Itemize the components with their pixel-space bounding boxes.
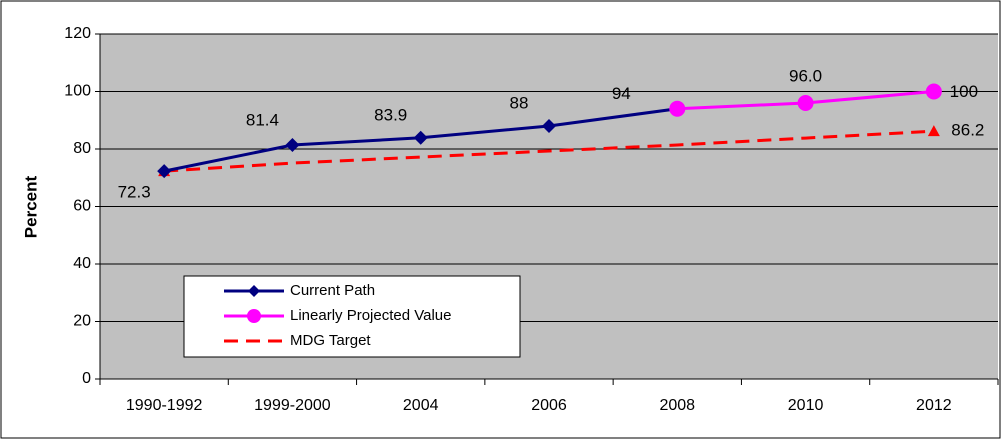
data-label: 94	[612, 84, 631, 103]
marker	[413, 130, 428, 145]
y-tick-label: 120	[64, 25, 91, 42]
marker	[925, 83, 942, 100]
legend-label: MDG Target	[290, 332, 371, 349]
x-tick-label: 2008	[659, 397, 695, 414]
marker	[669, 100, 686, 117]
y-tick-label: 60	[73, 198, 91, 215]
marker	[542, 119, 556, 133]
x-tick-label: 2006	[531, 397, 567, 414]
y-tick-label: 20	[73, 313, 91, 330]
x-tick-label: 1990-1992	[126, 397, 203, 414]
legend-label: Current Path	[290, 282, 375, 299]
marker	[157, 164, 172, 179]
series-line	[164, 129, 934, 173]
x-tick-label: 1999-2000	[254, 397, 331, 414]
y-tick-label: 80	[73, 140, 91, 157]
data-label: 86.2	[951, 121, 984, 140]
x-tick-label: 2012	[916, 397, 952, 414]
x-tick-label: 2004	[403, 397, 439, 414]
marker	[797, 95, 814, 111]
data-label: 83.9	[374, 105, 407, 124]
x-tick-label: 2010	[788, 397, 824, 414]
data-label: 81.4	[246, 110, 279, 129]
y-tick-label: 40	[73, 255, 91, 272]
marker	[927, 125, 940, 137]
data-label: 96.0	[789, 66, 822, 85]
data-label: 72.3	[118, 183, 151, 202]
legend-marker	[248, 285, 260, 297]
legend-marker	[247, 309, 261, 323]
y-tick-label: 100	[64, 83, 91, 100]
data-label: 100	[950, 82, 978, 101]
marker	[285, 137, 300, 152]
legend-label: Linearly Projected Value	[290, 307, 451, 324]
y-tick-label: 0	[82, 370, 91, 387]
y-axis-title: Percent	[21, 175, 40, 238]
data-label: 88	[510, 93, 529, 112]
